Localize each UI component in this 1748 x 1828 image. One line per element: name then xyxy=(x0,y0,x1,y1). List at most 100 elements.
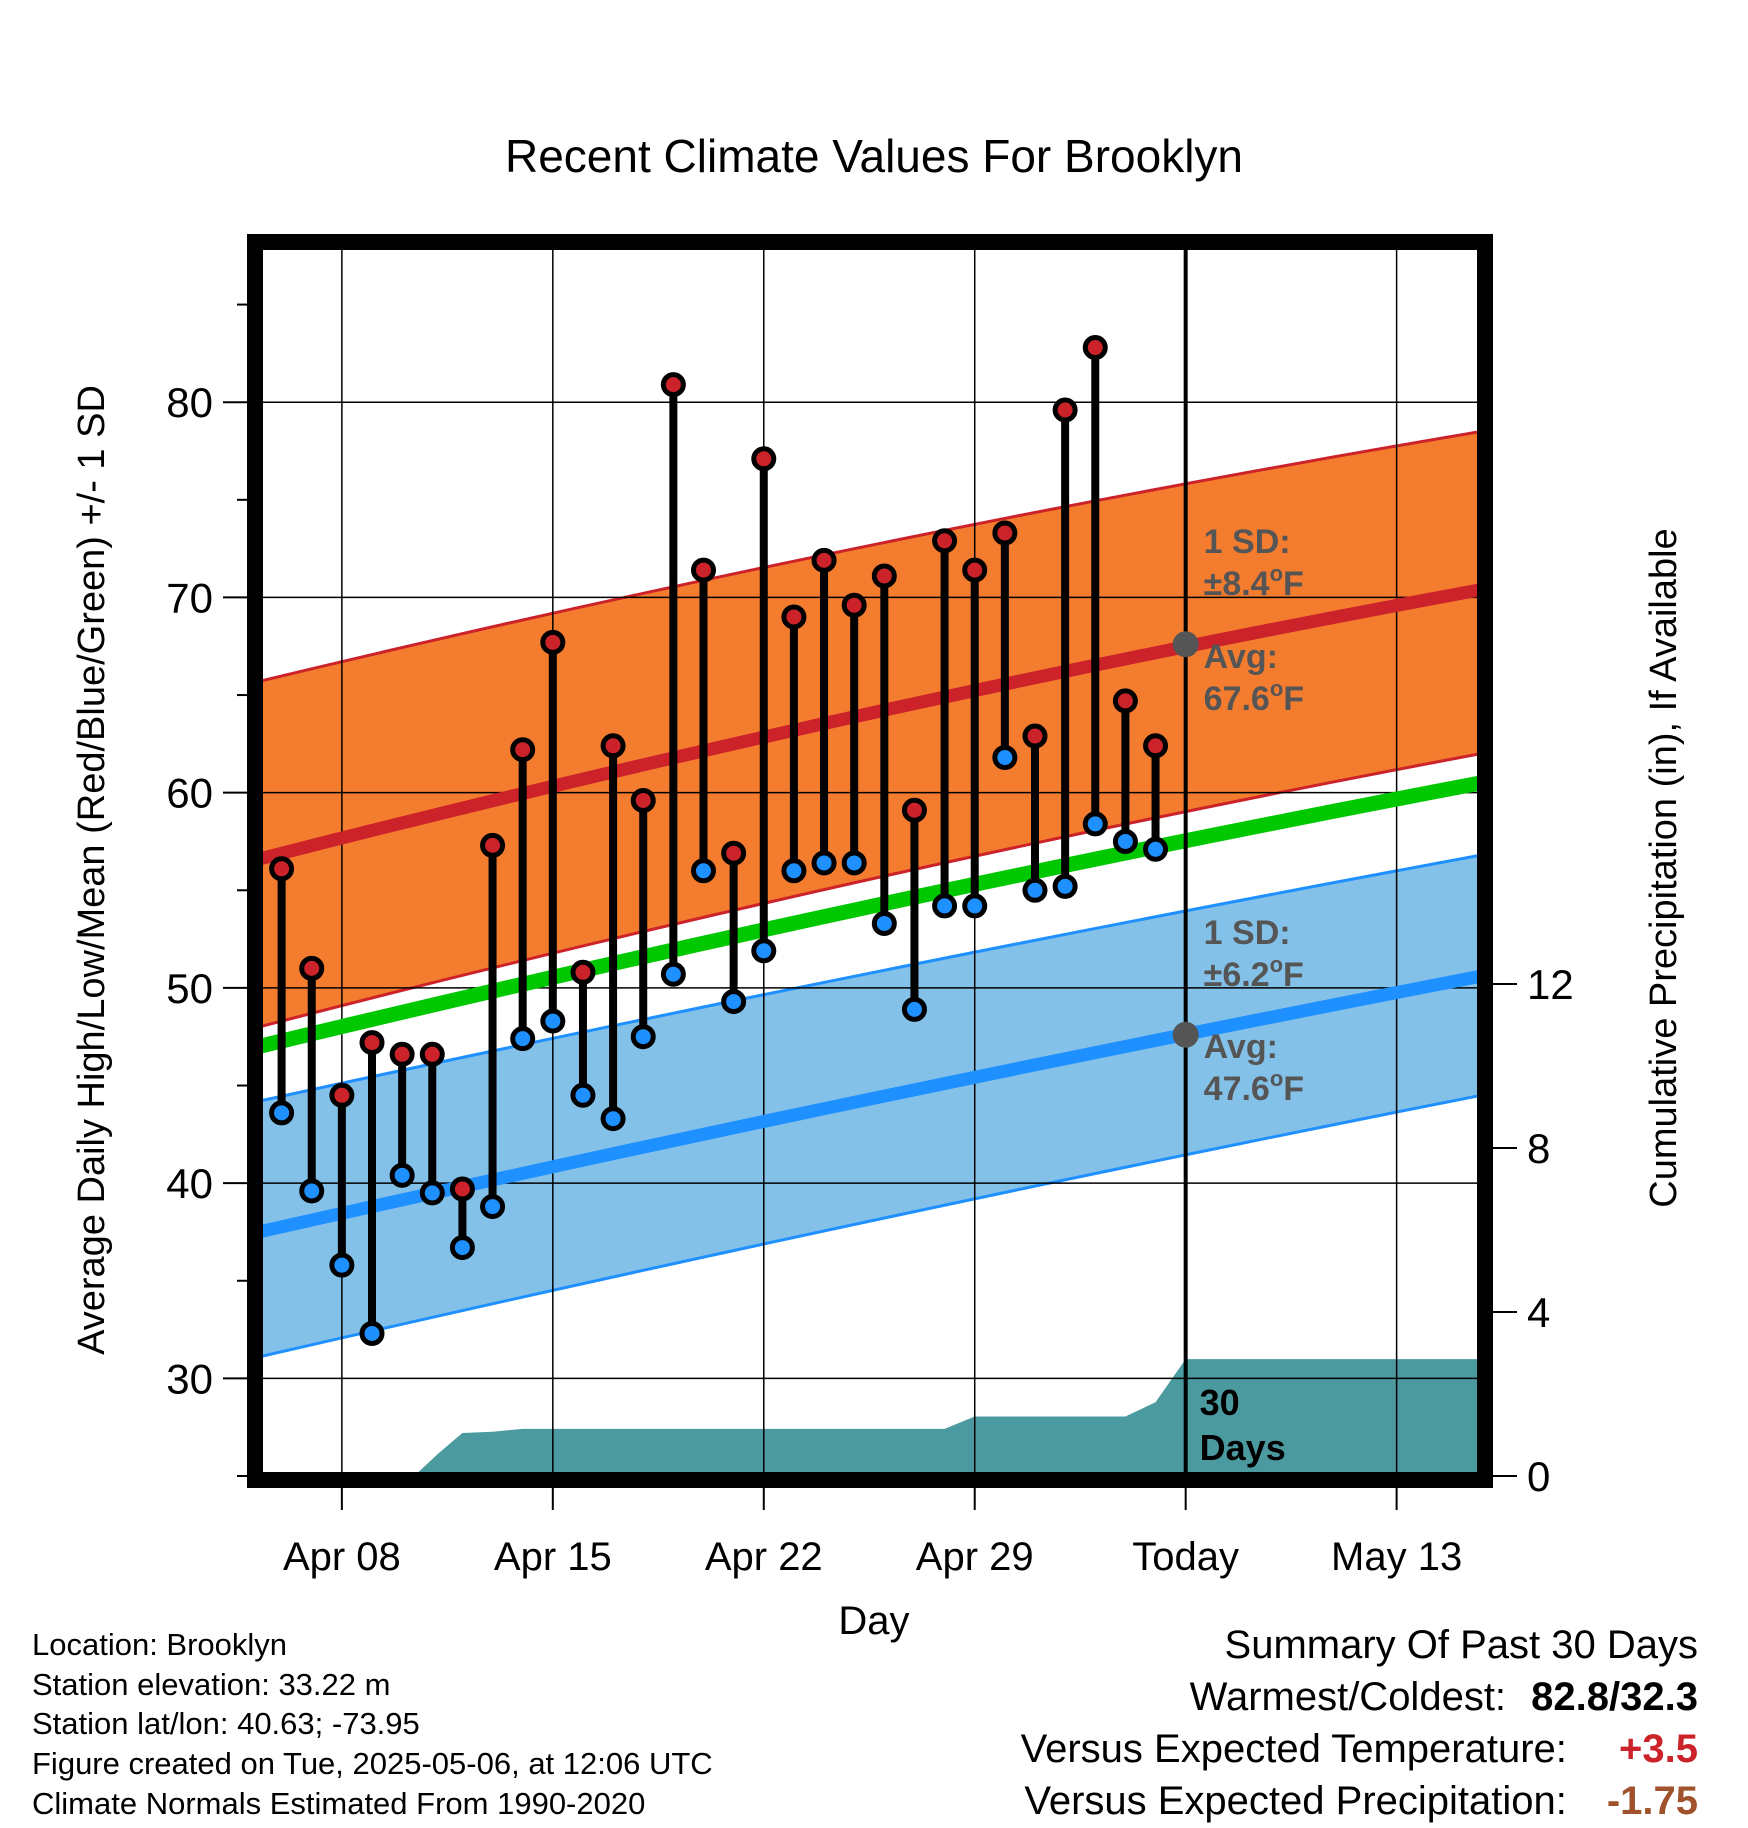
y-tick-label: 30 xyxy=(166,1355,213,1402)
y-tick-label: 60 xyxy=(166,770,213,817)
daily-low-marker xyxy=(540,1008,566,1034)
daily-low-marker xyxy=(299,1178,325,1204)
y2-tick-label: 8 xyxy=(1527,1125,1550,1172)
daily-low-marker xyxy=(600,1106,626,1132)
daily-high-marker xyxy=(510,737,536,763)
daily-low-marker xyxy=(1022,877,1048,903)
daily-low-marker xyxy=(419,1180,445,1206)
daily-high-marker xyxy=(359,1030,385,1056)
daily-high-marker xyxy=(901,797,927,823)
daily-low-marker xyxy=(871,910,897,936)
y-axis-label: Average Daily High/Low/Mean (Red/Blue/Gr… xyxy=(71,385,113,1355)
daily-low-marker xyxy=(329,1252,355,1278)
summary-temp-value: +3.5 xyxy=(1619,1727,1698,1771)
low-sd-annotation-line1: 1 SD: xyxy=(1204,914,1291,952)
daily-low-marker xyxy=(1082,811,1108,837)
high-sd-upper-line xyxy=(259,429,1481,683)
low-sd-annotation-line2: ±6.2oF xyxy=(1204,952,1304,994)
high-avg-annotation-unit: F xyxy=(1283,680,1304,718)
daily-low-marker xyxy=(691,858,717,884)
daily-high-marker xyxy=(962,557,988,583)
daily-low-marker xyxy=(901,996,927,1022)
daily-low-marker xyxy=(962,893,988,919)
x-axis-label: Day xyxy=(838,1599,909,1643)
low-avg-annotation-line2: 47.6oF xyxy=(1204,1066,1304,1108)
summary-precip-value: -1.75 xyxy=(1606,1779,1698,1823)
daily-low-marker xyxy=(269,1100,295,1126)
summary-warm-cold-label: Warmest/Coldest: xyxy=(1189,1675,1507,1719)
y2-tick-label: 0 xyxy=(1527,1453,1550,1500)
high-sd-annotation-unit: F xyxy=(1283,565,1304,603)
x-tick-label: Apr 15 xyxy=(494,1535,612,1579)
info-elevation: Station elevation: 33.22 m xyxy=(32,1667,391,1702)
daily-high-marker xyxy=(480,832,506,858)
x-tick-label: Apr 22 xyxy=(705,1535,823,1579)
y-tick-label: 70 xyxy=(166,574,213,621)
daily-low-marker xyxy=(480,1194,506,1220)
daily-low-marker xyxy=(449,1235,475,1261)
low-sd-annotation-unit: F xyxy=(1283,956,1304,994)
low-avg-today-dot xyxy=(1172,1021,1199,1048)
low-sd-lower-line xyxy=(259,1093,1481,1359)
summary-warm-cold: Warmest/Coldest: 82.8/32.3 xyxy=(1190,1672,1698,1722)
daily-low-marker xyxy=(992,745,1018,771)
window-annotation-line1: 30 xyxy=(1200,1382,1240,1423)
high-avg-annotation-line2: 67.6oF xyxy=(1204,676,1304,718)
y2-axis-label: Cumulative Precipitation (in), If Availa… xyxy=(1643,528,1685,1207)
high-sd-lower-line xyxy=(259,752,1481,1029)
daily-high-marker xyxy=(691,557,717,583)
daily-high-marker xyxy=(389,1041,415,1067)
daily-high-marker xyxy=(751,446,777,472)
y-tick-label: 40 xyxy=(166,1160,213,1207)
daily-low-marker xyxy=(660,961,686,987)
daily-low-marker xyxy=(841,850,867,876)
low-avg-annotation-degree: o xyxy=(1270,1066,1283,1091)
daily-low-marker xyxy=(1052,873,1078,899)
info-normals: Climate Normals Estimated From 1990-2020 xyxy=(32,1786,646,1821)
daily-high-marker xyxy=(269,856,295,882)
info-created: Figure created on Tue, 2025-05-06, at 12… xyxy=(32,1746,713,1781)
daily-low-marker xyxy=(721,989,747,1015)
daily-high-marker xyxy=(1112,688,1138,714)
high-normal-line xyxy=(259,583,1481,866)
daily-low-marker xyxy=(570,1082,596,1108)
daily-high-marker xyxy=(992,520,1018,546)
daily-low-marker xyxy=(630,1024,656,1050)
x-tick-label: May 13 xyxy=(1331,1535,1462,1579)
daily-high-marker xyxy=(781,604,807,630)
daily-high-marker xyxy=(419,1041,445,1067)
daily-high-marker xyxy=(299,955,325,981)
window-annotation-line2: Days xyxy=(1200,1427,1286,1468)
daily-high-marker xyxy=(329,1082,355,1108)
mean-normal-line xyxy=(259,775,1481,1054)
y2-tick-label: 4 xyxy=(1527,1289,1550,1336)
daily-low-marker xyxy=(359,1320,385,1346)
summary-temp-label: Versus Expected Temperature: xyxy=(1020,1727,1567,1771)
daily-high-marker xyxy=(1022,723,1048,749)
daily-high-marker xyxy=(540,629,566,655)
daily-high-marker xyxy=(570,959,596,985)
daily-high-marker xyxy=(449,1176,475,1202)
y-tick-label: 80 xyxy=(166,379,213,426)
daily-high-marker xyxy=(721,840,747,866)
daily-high-marker xyxy=(1082,335,1108,361)
daily-high-marker xyxy=(932,528,958,554)
x-tick-label: Apr 29 xyxy=(916,1535,1034,1579)
daily-high-marker xyxy=(660,372,686,398)
summary-precip: Versus Expected Precipitation: -1.75 xyxy=(1024,1776,1698,1826)
daily-high-marker xyxy=(811,547,837,573)
summary-warm-cold-value: 82.8/32.3 xyxy=(1531,1675,1698,1719)
summary-temp: Versus Expected Temperature: +3.5 xyxy=(1021,1724,1698,1774)
low-sd-annotation-degree: o xyxy=(1270,952,1283,977)
daily-low-marker xyxy=(811,850,837,876)
info-location: Location: Brooklyn xyxy=(32,1627,288,1662)
daily-low-marker xyxy=(1112,828,1138,854)
chart-title: Recent Climate Values For Brooklyn xyxy=(505,130,1243,182)
daily-high-marker xyxy=(630,787,656,813)
daily-low-marker xyxy=(1143,836,1169,862)
x-tick-label: Today xyxy=(1132,1535,1239,1579)
daily-high-marker xyxy=(841,592,867,618)
x-tick-label: Apr 08 xyxy=(283,1535,401,1579)
y-tick-label: 50 xyxy=(166,965,213,1012)
